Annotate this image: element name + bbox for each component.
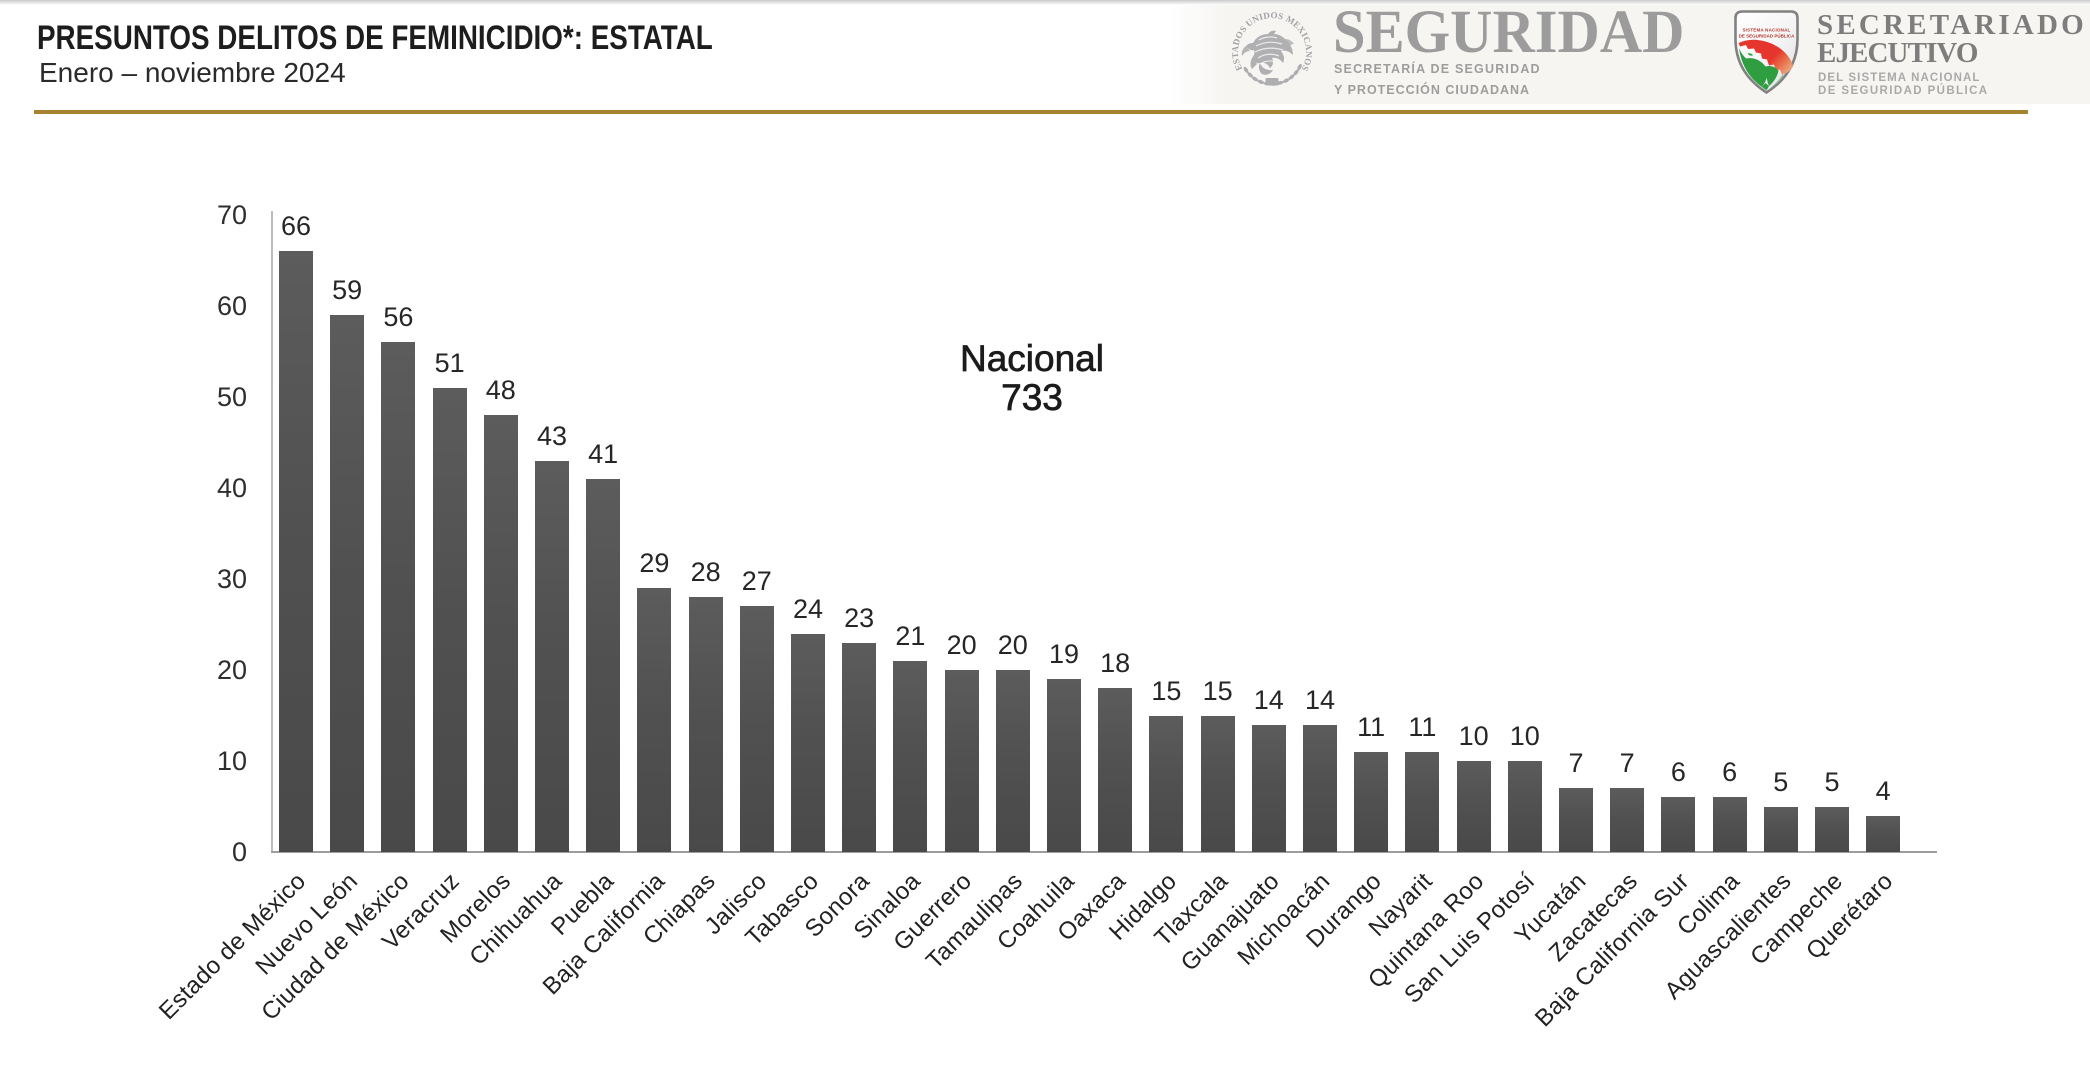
svg-text:DE SEGURIDAD PÚBLICA: DE SEGURIDAD PÚBLICA — [1739, 33, 1796, 39]
svg-text:SISTEMA NACIONAL: SISTEMA NACIONAL — [1742, 28, 1790, 33]
